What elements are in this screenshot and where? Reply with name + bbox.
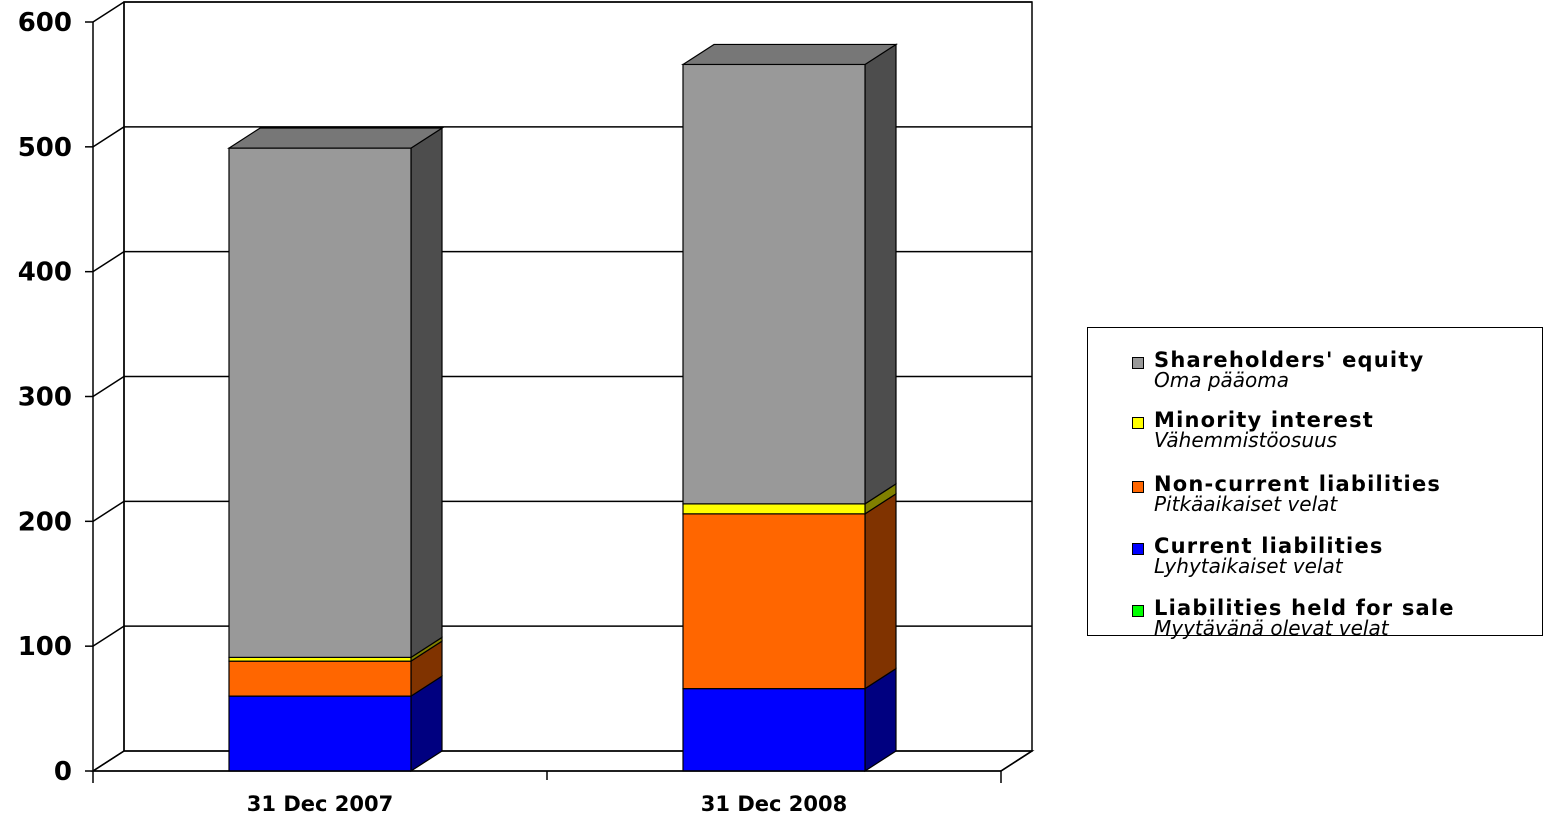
bar-non-current-liabilities-side bbox=[865, 494, 896, 689]
bar-shareholders-equity-side bbox=[865, 44, 896, 503]
bar-shareholders-equity-front bbox=[683, 64, 865, 503]
legend-label-finnish: Myytävänä olevat velat bbox=[1154, 616, 1389, 640]
bar-non-current-liabilities-front bbox=[683, 514, 865, 689]
y-tick-label: 400 bbox=[18, 258, 72, 288]
bar-minority-interest-front bbox=[683, 504, 865, 514]
bar-shareholders-equity-top bbox=[683, 44, 896, 64]
legend-swatch bbox=[1132, 481, 1144, 493]
bar-shareholders-equity-front bbox=[229, 148, 411, 657]
bar-current-liabilities-front bbox=[229, 696, 411, 771]
bar-shareholders-equity-side bbox=[411, 128, 442, 657]
y-tick-label: 300 bbox=[18, 383, 72, 413]
y-tick-label: 500 bbox=[18, 133, 72, 163]
y-tick-label: 100 bbox=[18, 632, 72, 662]
legend-label-finnish: Vähemmistöosuus bbox=[1154, 428, 1337, 452]
legend-swatch bbox=[1132, 605, 1144, 617]
floor-edge bbox=[1001, 751, 1032, 771]
legend-swatch bbox=[1132, 543, 1144, 555]
legend-swatch bbox=[1132, 417, 1144, 429]
legend-label-finnish: Oma pääoma bbox=[1154, 368, 1289, 392]
x-tick-label: 31 Dec 2007 bbox=[247, 792, 393, 815]
y-tick-label: 0 bbox=[54, 757, 72, 787]
bar-shareholders-equity-top bbox=[229, 128, 442, 148]
y-tick-label: 200 bbox=[18, 507, 72, 537]
legend-swatch bbox=[1132, 357, 1144, 369]
bar-non-current-liabilities-front bbox=[229, 661, 411, 696]
x-tick-label: 31 Dec 2008 bbox=[701, 792, 847, 815]
legend-label-finnish: Pitkäaikaiset velat bbox=[1154, 492, 1337, 516]
legend-label-finnish: Lyhytaikaiset velat bbox=[1154, 554, 1343, 578]
bars bbox=[229, 44, 896, 771]
gridline bbox=[93, 2, 1032, 22]
bar-current-liabilities-front bbox=[683, 689, 865, 771]
y-tick-label: 600 bbox=[18, 8, 72, 38]
legend: Shareholders' equity Oma pääoma Minority i… bbox=[1087, 327, 1543, 636]
